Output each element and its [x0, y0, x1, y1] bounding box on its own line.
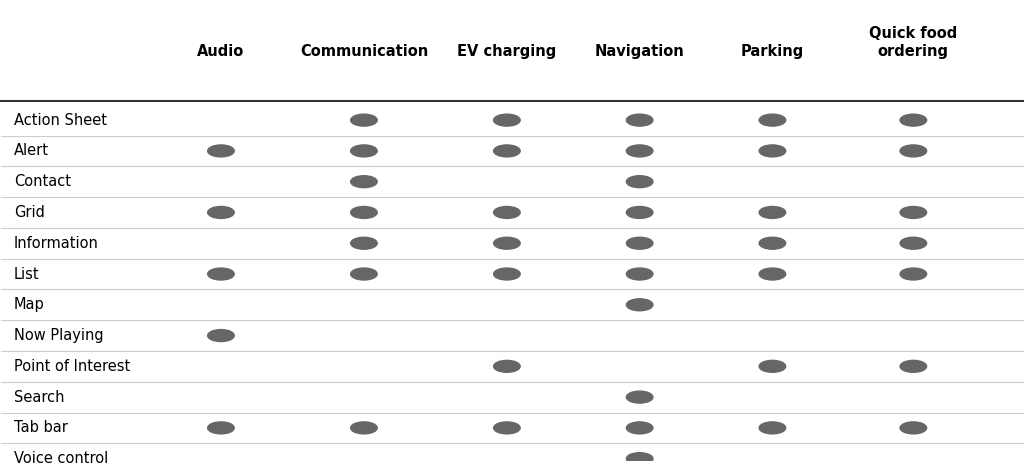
Circle shape: [759, 360, 785, 373]
Text: EV charging: EV charging: [458, 44, 556, 59]
Circle shape: [759, 145, 785, 157]
Circle shape: [627, 422, 653, 434]
Text: Now Playing: Now Playing: [13, 328, 103, 343]
Circle shape: [208, 329, 234, 342]
Circle shape: [350, 114, 377, 126]
Text: Search: Search: [13, 390, 65, 405]
Text: List: List: [13, 266, 39, 282]
Text: Information: Information: [13, 236, 98, 251]
Circle shape: [900, 422, 927, 434]
Text: Voice control: Voice control: [13, 451, 108, 466]
Circle shape: [627, 145, 653, 157]
Text: Map: Map: [13, 297, 44, 312]
Circle shape: [208, 206, 234, 219]
Circle shape: [627, 206, 653, 219]
Text: Contact: Contact: [13, 174, 71, 189]
Circle shape: [350, 422, 377, 434]
Circle shape: [494, 114, 520, 126]
Text: Navigation: Navigation: [595, 44, 684, 59]
Text: Grid: Grid: [13, 205, 44, 220]
Circle shape: [208, 268, 234, 280]
Circle shape: [494, 360, 520, 373]
Circle shape: [759, 422, 785, 434]
Circle shape: [494, 145, 520, 157]
Circle shape: [759, 206, 785, 219]
Circle shape: [627, 268, 653, 280]
Circle shape: [627, 114, 653, 126]
Circle shape: [208, 422, 234, 434]
Text: Quick food
ordering: Quick food ordering: [869, 26, 957, 59]
Circle shape: [494, 206, 520, 219]
Text: Tab bar: Tab bar: [13, 420, 68, 435]
Circle shape: [627, 237, 653, 249]
Text: Audio: Audio: [198, 44, 245, 59]
Circle shape: [350, 268, 377, 280]
Circle shape: [900, 237, 927, 249]
Text: Action Sheet: Action Sheet: [13, 113, 106, 128]
Circle shape: [759, 237, 785, 249]
Circle shape: [350, 145, 377, 157]
Circle shape: [350, 176, 377, 188]
Circle shape: [494, 268, 520, 280]
Circle shape: [900, 360, 927, 373]
Text: Alert: Alert: [13, 143, 49, 158]
Circle shape: [350, 206, 377, 219]
Text: Communication: Communication: [300, 44, 428, 59]
Text: Point of Interest: Point of Interest: [13, 359, 130, 374]
Circle shape: [494, 237, 520, 249]
Circle shape: [350, 237, 377, 249]
Circle shape: [627, 391, 653, 403]
Circle shape: [627, 299, 653, 311]
Circle shape: [627, 453, 653, 465]
Circle shape: [900, 145, 927, 157]
Circle shape: [494, 422, 520, 434]
Circle shape: [208, 145, 234, 157]
Circle shape: [900, 206, 927, 219]
Circle shape: [759, 268, 785, 280]
Circle shape: [627, 176, 653, 188]
Circle shape: [900, 268, 927, 280]
Circle shape: [900, 114, 927, 126]
Circle shape: [759, 114, 785, 126]
Text: Parking: Parking: [740, 44, 804, 59]
